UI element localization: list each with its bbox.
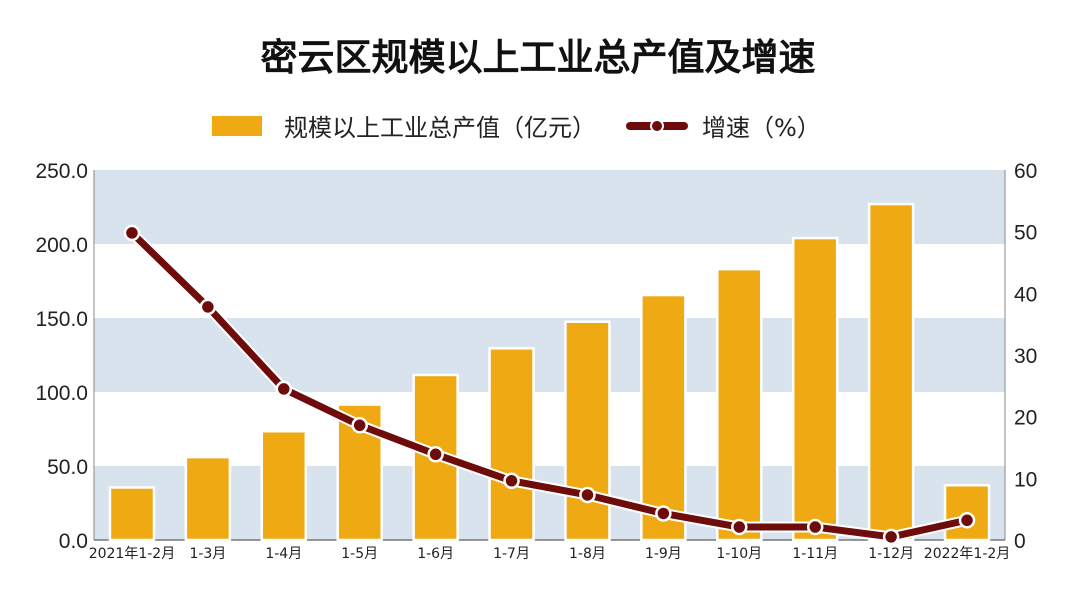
background-bands — [93, 170, 1006, 541]
background-band — [94, 170, 1005, 244]
x-tick-label: 1-6月 — [417, 546, 454, 562]
x-axis: 2021年1-2月 1-3月 1-4月 1-5月 1-6月 1-7月 1-8月 1-9月 1-1… — [89, 546, 1011, 562]
x-tick-label: 1-4月 — [265, 546, 302, 562]
left-tick-label: 50.0 — [47, 456, 88, 479]
right-tick-label: 30 — [1014, 345, 1037, 368]
line-point — [882, 528, 900, 546]
left-tick-label: 0.0 — [59, 530, 88, 553]
bar — [488, 347, 535, 542]
left-tick-label: 100.0 — [35, 382, 88, 405]
bar — [867, 202, 915, 542]
right-axis: 0 10 20 30 40 50 60 — [1014, 160, 1037, 553]
x-tick-label: 1-7月 — [493, 546, 530, 562]
bar — [791, 236, 839, 542]
x-tick-label: 1-3月 — [189, 546, 226, 562]
bar — [716, 267, 763, 542]
x-tick-label: 1-9月 — [645, 546, 682, 562]
line-point — [199, 298, 217, 316]
x-tick-label: 1-11月 — [792, 546, 838, 562]
x-tick-label: 2021年1-2月 — [89, 546, 176, 562]
x-tick-label: 1-12月 — [868, 546, 914, 562]
legend: 规模以上工业总产值（亿元） 增速（%） — [212, 114, 821, 142]
line-point — [275, 380, 293, 398]
chart-title: 密云区规模以上工业总产值及增速 — [261, 36, 816, 79]
line-point — [503, 472, 520, 490]
line-point — [123, 224, 141, 242]
legend-line-label: 增速（%） — [702, 114, 821, 142]
line-point — [731, 518, 748, 536]
left-tick-label: 150.0 — [35, 308, 88, 331]
right-tick-label: 40 — [1014, 283, 1037, 306]
bar — [108, 486, 156, 542]
line-point — [655, 505, 672, 522]
right-tick-label: 0 — [1014, 530, 1026, 553]
line-point — [958, 512, 976, 529]
x-tick-label: 2022年1-2月 — [924, 546, 1011, 562]
background-band — [94, 244, 1005, 318]
legend-bar-label: 规模以上工业总产值（亿元） — [284, 114, 596, 142]
right-tick-label: 60 — [1014, 160, 1037, 183]
right-tick-label: 10 — [1014, 468, 1037, 491]
bar — [640, 293, 687, 542]
left-tick-label: 250.0 — [35, 160, 88, 183]
line-series — [123, 224, 976, 546]
bar — [564, 320, 611, 542]
line-point — [427, 446, 444, 463]
right-tick-label: 50 — [1014, 222, 1037, 245]
left-axis: 0.0 50.0 100.0 150.0 200.0 250.0 — [35, 160, 88, 553]
left-tick-label: 200.0 — [35, 234, 88, 257]
x-tick-label: 1-5月 — [341, 546, 378, 562]
series-line — [128, 229, 971, 541]
line-point — [579, 486, 596, 504]
right-tick-label: 20 — [1014, 407, 1037, 430]
legend-bar-swatch — [212, 116, 262, 136]
line-point — [806, 518, 824, 536]
legend-line-marker — [650, 119, 664, 133]
line-point — [351, 417, 368, 434]
background-band — [94, 392, 1005, 466]
x-tick-label: 1-8月 — [569, 546, 606, 562]
bar — [184, 455, 232, 542]
bar — [260, 429, 308, 542]
x-tick-label: 1-10月 — [716, 546, 762, 562]
